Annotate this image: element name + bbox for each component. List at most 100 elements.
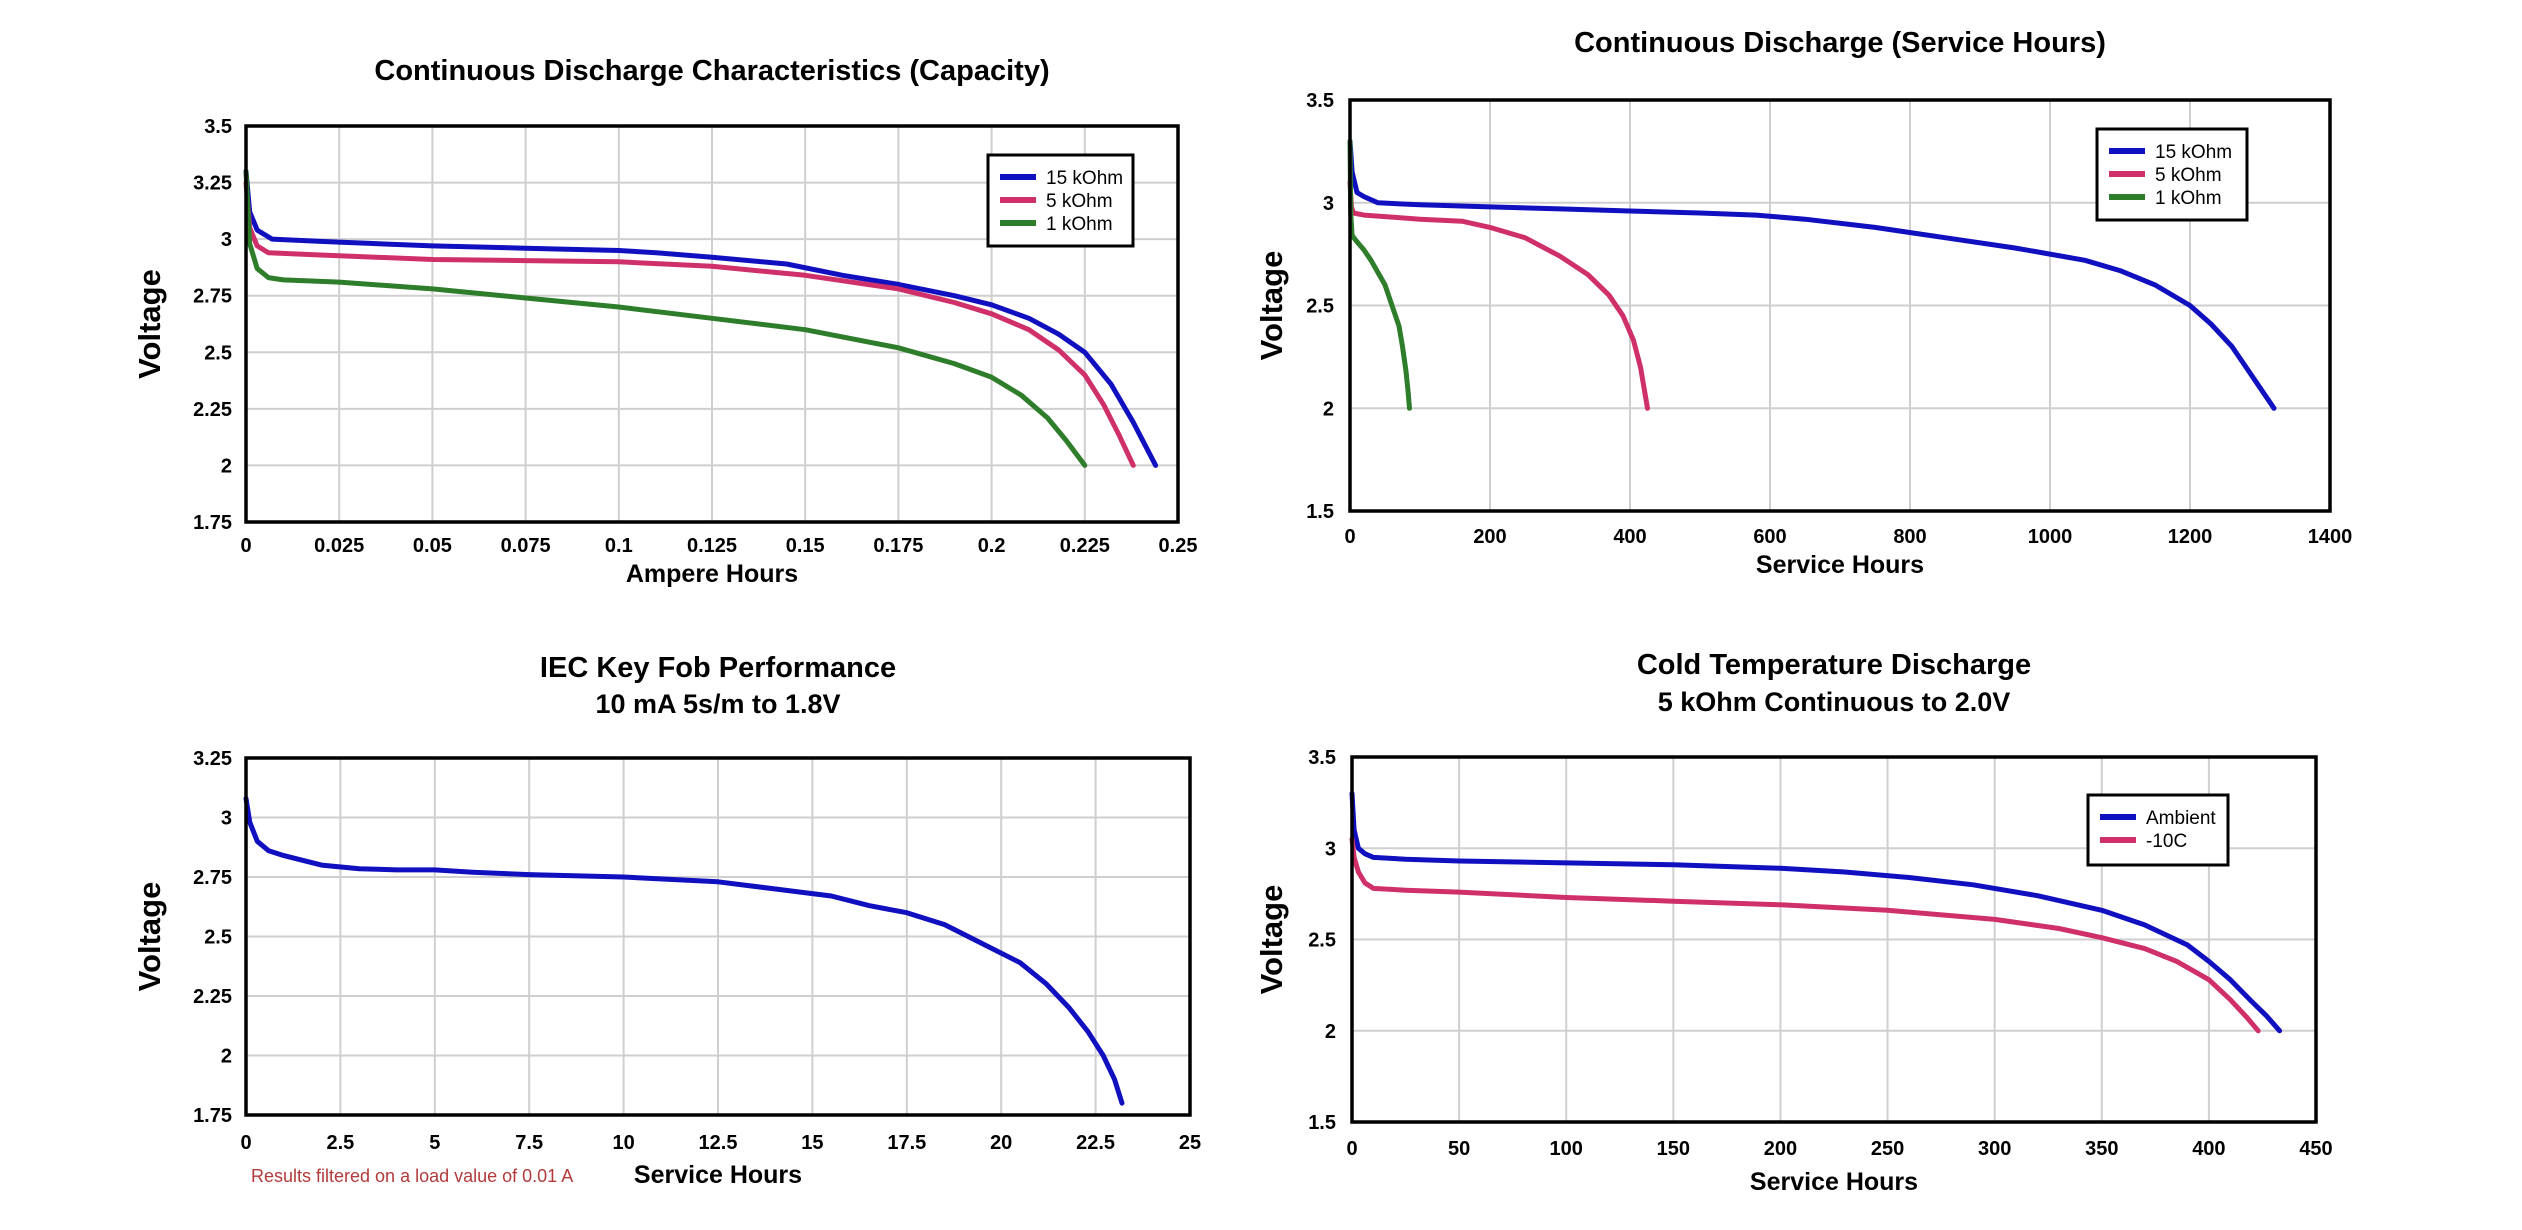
legend-label: 1 kOhm [1046,214,1113,235]
y-axis-label: Voltage [1254,251,1289,361]
chart-capacity: Continuous Discharge Characteristics (Ca… [132,55,1197,588]
x-axis-label: Service Hours [634,1161,802,1189]
x-tick-label: 25 [1179,1132,1201,1154]
x-tick-label: 0 [240,1132,251,1154]
x-tick-label: 22.5 [1076,1132,1115,1154]
x-tick-label: 20 [990,1132,1012,1154]
y-tick-label: 1.5 [1306,501,1334,523]
x-tick-label: 400 [1613,526,1646,548]
x-tick-label: 0.2 [978,535,1006,557]
x-tick-label: 450 [2299,1138,2332,1160]
x-tick-label: 0.05 [413,535,452,557]
legend-item: Ambient [2100,808,2216,829]
x-tick-label: 5 [429,1132,440,1154]
legend-box [2086,793,2230,867]
x-tick-label: 150 [1657,1138,1690,1160]
legend-item: 5 kOhm [2109,165,2222,186]
chart-key-fob: IEC Key Fob Performance 10 mA 5s/m to 1.8… [132,652,1201,1189]
y-tick-label: 3.5 [1306,90,1334,112]
legend-label: Ambient [2146,808,2216,829]
x-tick-label: 0.1 [605,535,633,557]
chart-title: IEC Key Fob Performance [540,652,896,684]
x-tick-label: 600 [1753,526,1786,548]
x-tick-label: 0.075 [501,535,551,557]
series-line-ambient [1349,791,2283,1034]
y-tick-label: 3.25 [193,173,232,195]
legend-item: 1 kOhm [2109,188,2222,209]
series-line-5-kohm [243,180,1136,468]
x-axis-label: Service Hours [1750,1168,1918,1196]
x-tick-label: 10 [612,1132,634,1154]
x-tick-label: 200 [1764,1138,1797,1160]
x-axis-label: Ampere Hours [626,560,798,588]
x-tick-label: 1400 [2308,526,2353,548]
chart-subtitle: 5 kOhm Continuous to 2.0V [1658,687,2011,717]
legend-item: 1 kOhm [1000,214,1113,235]
plot-frame [244,124,1180,524]
x-tick-label: 12.5 [699,1132,738,1154]
y-tick-label: 2 [1325,1021,1336,1043]
legend-label: 5 kOhm [1046,191,1113,212]
y-tick-label: 2.5 [204,927,232,949]
x-tick-label: 1000 [2028,526,2073,548]
series-line--10c [1349,836,2261,1034]
x-tick-label: 0 [1344,526,1355,548]
x-tick-label: 0.175 [873,535,923,557]
gridlines [245,757,1191,1116]
filter-annotation: Results filtered on a load value of 0.01… [251,1166,573,1186]
legend-label: 15 kOhm [1046,168,1123,189]
y-tick-label: 1.75 [193,512,232,534]
legend-item: 15 kOhm [1000,168,1123,189]
legend-item: 15 kOhm [2109,142,2232,163]
y-tick-label: 2.5 [1306,296,1334,318]
x-tick-label: 7.5 [515,1132,543,1154]
y-axis-label: Voltage [132,882,167,992]
x-tick-label: 0.125 [687,535,737,557]
x-tick-label: 800 [1893,526,1926,548]
x-tick-label: 2.5 [326,1132,354,1154]
chart-title: Continuous Discharge (Service Hours) [1574,27,2106,59]
x-tick-label: 17.5 [887,1132,926,1154]
chart-cold-temperature: Cold Temperature Discharge 5 kOhm Continu… [1254,649,2333,1196]
y-tick-label: 2.5 [1308,930,1336,952]
y-tick-label: 3.5 [1308,747,1336,769]
y-tick-label: 3 [1323,193,1334,215]
y-tick-label: 3 [221,808,232,830]
y-tick-label: 2 [1323,398,1334,420]
x-axis-label: Service Hours [1756,551,1924,579]
x-tick-label: 15 [801,1132,823,1154]
x-tick-label: 250 [1871,1138,1904,1160]
y-tick-label: 3.5 [204,116,232,138]
y-tick-label: 2.25 [193,399,232,421]
x-tick-label: 0 [240,535,251,557]
x-tick-label: 0.15 [786,535,825,557]
x-tick-label: 350 [2085,1138,2118,1160]
chart-title: Continuous Discharge Characteristics (Ca… [374,55,1049,87]
series-line-15-kohm [243,168,1159,468]
plot-frame [1348,98,2332,513]
x-tick-label: 0.025 [314,535,364,557]
x-tick-label: 50 [1448,1138,1470,1160]
y-tick-label: 3 [1325,838,1336,860]
legend-label: 15 kOhm [2155,142,2232,163]
legend-label: 5 kOhm [2155,165,2222,186]
y-tick-label: 1.5 [1308,1112,1336,1134]
legend-item: 5 kOhm [1000,191,1113,212]
legend: Ambient-10C [2086,793,2230,867]
y-tick-label: 1.75 [193,1105,232,1127]
x-tick-label: 200 [1473,526,1506,548]
legend-item: -10C [2100,831,2187,852]
x-tick-label: 400 [2192,1138,2225,1160]
plot-frame [244,756,1192,1117]
x-tick-label: 0 [1346,1138,1357,1160]
x-tick-label: 300 [1978,1138,2011,1160]
y-tick-label: 3.25 [193,748,232,770]
y-axis-label: Voltage [1254,885,1289,995]
series-line-1-kohm [1347,138,1412,411]
y-tick-label: 2.25 [193,986,232,1008]
chart-subtitle: 10 mA 5s/m to 1.8V [595,689,840,719]
y-tick-label: 2.75 [193,286,232,308]
x-tick-label: 0.225 [1060,535,1110,557]
legend-label: 1 kOhm [2155,188,2222,209]
